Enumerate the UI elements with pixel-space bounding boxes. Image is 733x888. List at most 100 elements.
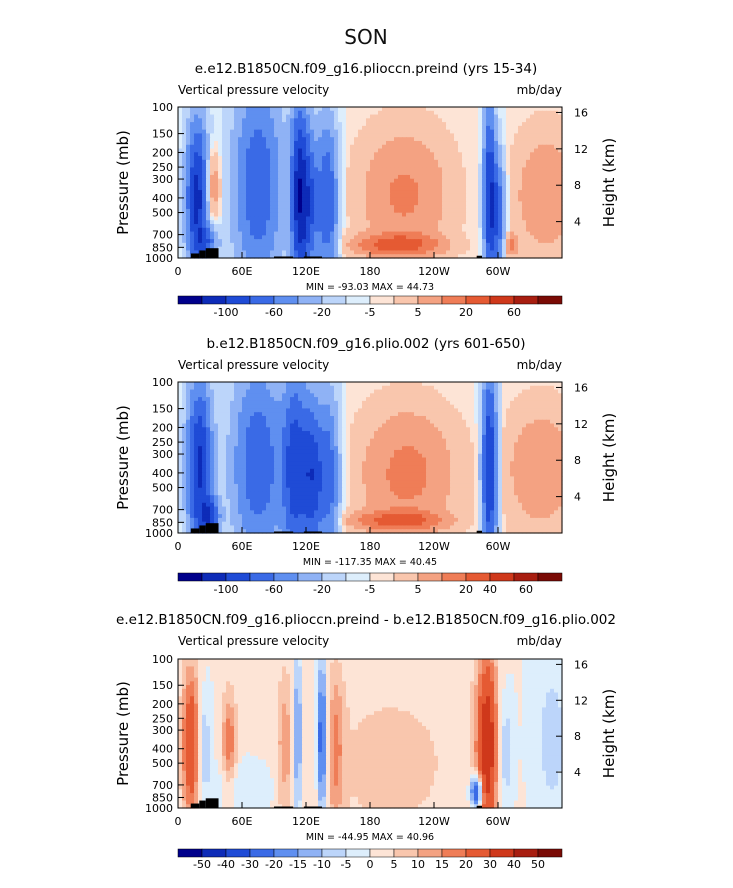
field-cell — [214, 171, 219, 176]
field-cell — [310, 137, 315, 142]
field-cell — [294, 182, 299, 187]
field-cell — [358, 239, 363, 244]
field-cell — [242, 423, 247, 428]
ytick-label: 300 — [152, 173, 173, 186]
field-cell — [222, 404, 227, 410]
field-cell — [394, 193, 399, 199]
field-cell — [466, 246, 471, 252]
field-cell — [298, 250, 303, 255]
field-cell — [214, 163, 219, 169]
xtick-label: 60W — [486, 265, 511, 278]
field-cell — [382, 171, 387, 176]
field-cell — [394, 125, 399, 131]
field-cell — [474, 193, 479, 199]
field-cell — [214, 400, 219, 406]
field-cell — [246, 163, 251, 169]
field-cell — [298, 163, 303, 169]
field-cell — [494, 190, 499, 195]
field-cell — [478, 227, 483, 233]
field-cell — [450, 152, 455, 157]
field-cell — [474, 220, 479, 225]
field-cell — [210, 171, 215, 176]
field-cell — [246, 186, 251, 191]
field-cell — [422, 197, 427, 202]
field-cell — [446, 239, 451, 244]
field-cell — [418, 159, 423, 165]
field-cell — [222, 220, 227, 225]
field-cell — [238, 397, 243, 402]
field-cell — [442, 246, 447, 252]
field-cell — [242, 118, 247, 123]
field-cell — [506, 148, 511, 153]
field-cell — [354, 129, 359, 135]
field-cell — [238, 159, 243, 165]
field-cell — [222, 224, 227, 229]
field-cell — [234, 163, 239, 169]
field-cell — [350, 190, 355, 195]
field-cell — [230, 423, 235, 428]
field-cell — [314, 163, 319, 169]
field-cell — [182, 201, 187, 206]
field-cell — [262, 389, 267, 394]
field-cell — [214, 107, 219, 112]
field-cell — [278, 208, 283, 214]
field-cell — [466, 224, 471, 229]
field-cell — [442, 114, 447, 119]
field-cell — [374, 125, 379, 131]
field-cell — [494, 174, 499, 180]
field-cell — [230, 114, 235, 119]
field-cell — [314, 397, 319, 402]
field-cell — [198, 118, 203, 123]
field-cell — [430, 167, 435, 172]
field-cell — [518, 118, 523, 123]
field-cell — [378, 159, 383, 165]
field-cell — [434, 224, 439, 229]
field-cell — [246, 140, 251, 146]
field-cell — [418, 182, 423, 187]
field-cell — [230, 174, 235, 180]
field-cell — [382, 174, 387, 180]
field-cell — [418, 140, 423, 146]
field-cell — [530, 231, 535, 236]
field-cell — [534, 122, 539, 127]
field-cell — [538, 415, 543, 421]
field-cell — [506, 159, 511, 165]
field-cell — [186, 110, 191, 116]
field-cell — [442, 190, 447, 195]
field-cell — [558, 144, 563, 150]
field-cell — [218, 163, 223, 169]
field-cell — [306, 129, 311, 135]
field-cell — [498, 415, 503, 421]
field-cell — [526, 254, 531, 259]
field-cell — [222, 178, 227, 184]
field-cell — [450, 254, 455, 259]
field-cell — [202, 216, 207, 221]
field-cell — [182, 235, 187, 240]
field-cell — [366, 254, 371, 259]
field-cell — [374, 227, 379, 233]
field-cell — [386, 144, 391, 150]
field-cell — [362, 397, 367, 402]
field-cell — [282, 133, 287, 138]
field-cell — [414, 242, 419, 248]
field-cell — [190, 163, 195, 169]
field-cell — [362, 382, 367, 387]
field-cell — [430, 182, 435, 187]
field-cell — [306, 216, 311, 221]
field-cell — [294, 212, 299, 218]
field-cell — [394, 400, 399, 406]
field-cell — [438, 140, 443, 146]
field-cell — [494, 242, 499, 248]
field-cell — [534, 140, 539, 146]
field-cell — [510, 242, 515, 248]
field-cell — [194, 382, 199, 387]
field-cell — [370, 186, 375, 191]
field-cell — [238, 205, 243, 210]
field-cell — [282, 382, 287, 387]
field-cell — [270, 412, 275, 417]
field-cell — [398, 389, 403, 394]
field-cell — [542, 125, 547, 131]
field-cell — [334, 197, 339, 202]
field-cell — [554, 227, 559, 233]
field-cell — [266, 110, 271, 116]
